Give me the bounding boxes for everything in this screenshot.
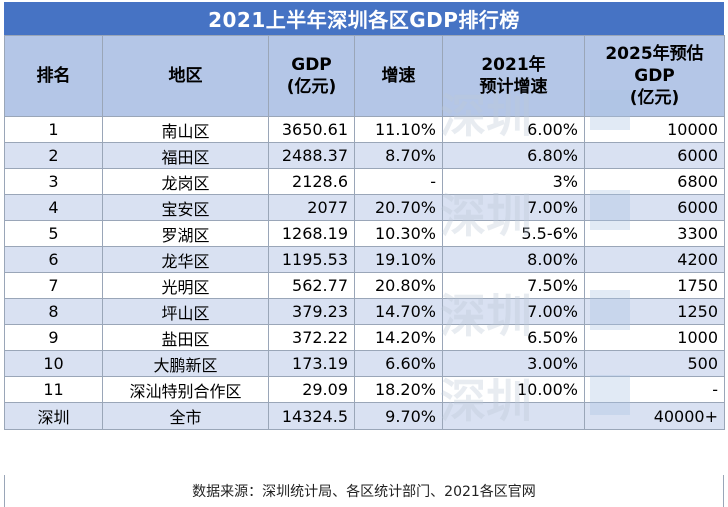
cell-2021-growth: 3% — [442, 168, 585, 195]
cell-rank: 4 — [4, 194, 103, 221]
table-row: 3 龙岗区 2128.6-3% 6800 — [4, 168, 725, 195]
table-row: 7 光明区 562.77 20.80% 7.50% 1750 — [4, 272, 725, 299]
cell-rank: 1 — [4, 116, 103, 143]
total-rank: 深圳 — [4, 402, 103, 430]
cell-region: 罗湖区 — [102, 220, 269, 247]
total-2025-gdp: 40000+ — [584, 402, 725, 430]
cell-2025-gdp: 6800 — [584, 168, 725, 195]
cell-rank: 3 — [4, 168, 103, 195]
cell-2025-gdp: 6000 — [584, 194, 725, 221]
cell-region: 龙岗区 — [102, 168, 269, 195]
cell-region: 光明区 — [102, 272, 269, 299]
header-row: 排名 地区 GDP (亿元) 增速 2021年 预计增速 2025年预估 GDP (亿元… — [4, 35, 725, 117]
cell-region: 龙华区 — [102, 246, 269, 273]
header-rank: 排名 — [4, 35, 103, 117]
table-title: 2021上半年深圳各区GDP排行榜 — [4, 2, 724, 35]
cell-growth: 11.10% — [354, 116, 443, 143]
cell-2021-growth: 6.00% — [442, 116, 585, 143]
table-row: 9 盐田区 372.22 14.20% 6.50% 1000 — [4, 324, 725, 351]
cell-2025-gdp: 1750 — [584, 272, 725, 299]
total-growth: 9.70% — [354, 402, 443, 430]
cell-gdp: 3650.61 — [268, 116, 355, 143]
header-growth: 增速 — [354, 35, 443, 117]
table-row: 6 龙华区 1195.53 19.10% 8.00% 4200 — [4, 246, 725, 273]
table-row: 1 南山区 3650.61 11.10% 6.00% 10000 — [4, 116, 725, 143]
cell-region: 坪山区 — [102, 298, 269, 325]
cell-region: 南山区 — [102, 116, 269, 143]
cell-rank: 7 — [4, 272, 103, 299]
cell-region: 大鹏新区 — [102, 350, 269, 377]
cell-2025-gdp: 4200 — [584, 246, 725, 273]
cell-gdp: 562.77 — [268, 272, 355, 299]
table-row: 2 福田区 2488.37 8.70% 6.80% 6000 — [4, 142, 725, 169]
cell-2021-growth: 6.80% — [442, 142, 585, 169]
cell-growth: 20.70% — [354, 194, 443, 221]
data-source-note: 数据来源：深圳统计局、各区统计部门、2021各区官网 — [4, 475, 724, 507]
cell-region: 福田区 — [102, 142, 269, 169]
cell-2025-gdp: 6000 — [584, 142, 725, 169]
cell-growth: 19.10% — [354, 246, 443, 273]
cell-growth: 14.20% — [354, 324, 443, 351]
table-row: 11 深汕特别合作区 29.09 18.20% 10.00% - — [4, 376, 725, 403]
cell-2021-growth: 7.00% — [442, 194, 585, 221]
total-2021-growth — [442, 402, 585, 430]
cell-2021-growth: 10.00% — [442, 376, 585, 403]
cell-2021-growth: 8.00% — [442, 246, 585, 273]
header-2021-growth: 2021年 预计增速 — [442, 35, 585, 117]
cell-2021-growth: 3.00% — [442, 350, 585, 377]
cell-gdp: 2488.37 — [268, 142, 355, 169]
cell-region: 盐田区 — [102, 324, 269, 351]
cell-region: 宝安区 — [102, 194, 269, 221]
cell-rank: 5 — [4, 220, 103, 247]
table-row: 8 坪山区 379.23 14.70% 7.00% 1250 — [4, 298, 725, 325]
cell-growth: 6.60% — [354, 350, 443, 377]
total-region: 全市 — [102, 402, 269, 430]
cell-gdp: 379.23 — [268, 298, 355, 325]
cell-2025-gdp: 1250 — [584, 298, 725, 325]
cell-2025-gdp: 1000 — [584, 324, 725, 351]
cell-rank: 9 — [4, 324, 103, 351]
cell-gdp: 2077 — [268, 194, 355, 221]
header-2025-gdp: 2025年预估 GDP (亿元) — [584, 35, 725, 117]
header-gdp: GDP (亿元) — [268, 35, 355, 117]
cell-gdp: 372.22 — [268, 324, 355, 351]
table-row: 10 大鹏新区 173.19 6.60% 3.00% 500 — [4, 350, 725, 377]
cell-region: 深汕特别合作区 — [102, 376, 269, 403]
cell-rank: 6 — [4, 246, 103, 273]
total-row: 深圳 全市 14324.5 9.70% 40000+ — [4, 402, 725, 430]
cell-gdp: 173.19 — [268, 350, 355, 377]
cell-2025-gdp: 500 — [584, 350, 725, 377]
cell-growth: 8.70% — [354, 142, 443, 169]
cell-gdp: 2128.6 — [268, 168, 355, 195]
cell-2021-growth: 5.5-6% — [442, 220, 585, 247]
gdp-ranking-table: 排名 地区 GDP (亿元) 增速 2021年 预计增速 2025年预估 GDP (亿元… — [4, 35, 725, 430]
total-gdp: 14324.5 — [268, 402, 355, 430]
cell-gdp: 29.09 — [268, 376, 355, 403]
cell-gdp: 1268.19 — [268, 220, 355, 247]
cell-2021-growth: 7.50% — [442, 272, 585, 299]
cell-2021-growth: 6.50% — [442, 324, 585, 351]
cell-rank: 8 — [4, 298, 103, 325]
cell-gdp: 1195.53 — [268, 246, 355, 273]
cell-rank: 10 — [4, 350, 103, 377]
cell-2025-gdp: 10000 — [584, 116, 725, 143]
cell-growth: 20.80% — [354, 272, 443, 299]
table-row: 4 宝安区 2077 20.70% 7.00% 6000 — [4, 194, 725, 221]
table-row: 5 罗湖区 1268.19 10.30% 5.5-6% 3300 — [4, 220, 725, 247]
cell-rank: 11 — [4, 376, 103, 403]
cell-growth: 10.30% — [354, 220, 443, 247]
cell-2025-gdp: 3300 — [584, 220, 725, 247]
cell-growth: 18.20% — [354, 376, 443, 403]
cell-growth: - — [354, 168, 443, 195]
cell-rank: 2 — [4, 142, 103, 169]
header-region: 地区 — [102, 35, 269, 117]
cell-growth: 14.70% — [354, 298, 443, 325]
cell-2021-growth: 7.00% — [442, 298, 585, 325]
cell-2025-gdp: - — [584, 376, 725, 403]
